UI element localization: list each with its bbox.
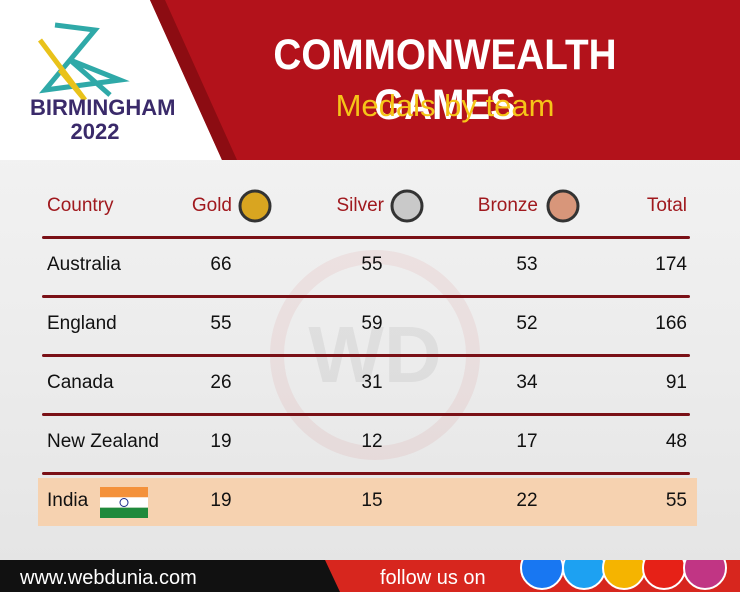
- medal-count: 19: [210, 490, 232, 511]
- title: COMMONWEALTH GAMES: [273, 31, 617, 129]
- column-header: Silver: [336, 195, 384, 216]
- medal-count: 55: [361, 254, 383, 275]
- country-name: Australia: [47, 254, 121, 275]
- medal-count: 19: [210, 431, 232, 452]
- row-divider: [42, 413, 690, 416]
- country-name: England: [47, 313, 117, 334]
- medal-count: 55: [210, 313, 232, 334]
- medal-count: 31: [361, 372, 383, 393]
- country-name: Canada: [47, 372, 114, 393]
- medal-count: 34: [516, 372, 538, 393]
- website[interactable]: www.webdunia.com: [20, 567, 197, 589]
- medal-count: 59: [361, 313, 383, 334]
- medal-count: 55: [665, 490, 687, 511]
- medal-count: 12: [361, 431, 383, 452]
- column-header: Gold: [191, 195, 232, 216]
- footer-background: [0, 560, 740, 592]
- row-divider: [42, 354, 690, 357]
- medal-count: 91: [665, 372, 687, 393]
- medal-count: 66: [210, 254, 232, 275]
- subtitle: Medals by team: [335, 88, 555, 123]
- row-divider: [42, 236, 690, 239]
- row-divider: [42, 295, 690, 298]
- medal-count: 166: [655, 313, 687, 334]
- country-name: New Zealand: [47, 431, 159, 452]
- medal-count: 17: [516, 431, 538, 452]
- logo-city: BIRMINGHAM: [30, 95, 176, 120]
- medal-count: 26: [210, 372, 232, 393]
- medal-count: 15: [361, 490, 383, 511]
- medal-count: 52: [516, 313, 538, 334]
- medal-count: 174: [655, 254, 687, 275]
- medal-count: 48: [665, 431, 687, 452]
- column-header: Total: [646, 195, 687, 216]
- medal-count: 22: [516, 490, 538, 511]
- header-background: [0, 0, 740, 160]
- india-flag: [100, 487, 148, 518]
- country-name: India: [47, 490, 89, 511]
- column-header: Country: [47, 195, 114, 216]
- medal-count: 53: [516, 254, 538, 275]
- logo-year: 2022: [70, 119, 120, 144]
- column-header: Bronze: [477, 195, 538, 216]
- follow-text: follow us on: [380, 567, 486, 589]
- row-divider: [42, 472, 690, 475]
